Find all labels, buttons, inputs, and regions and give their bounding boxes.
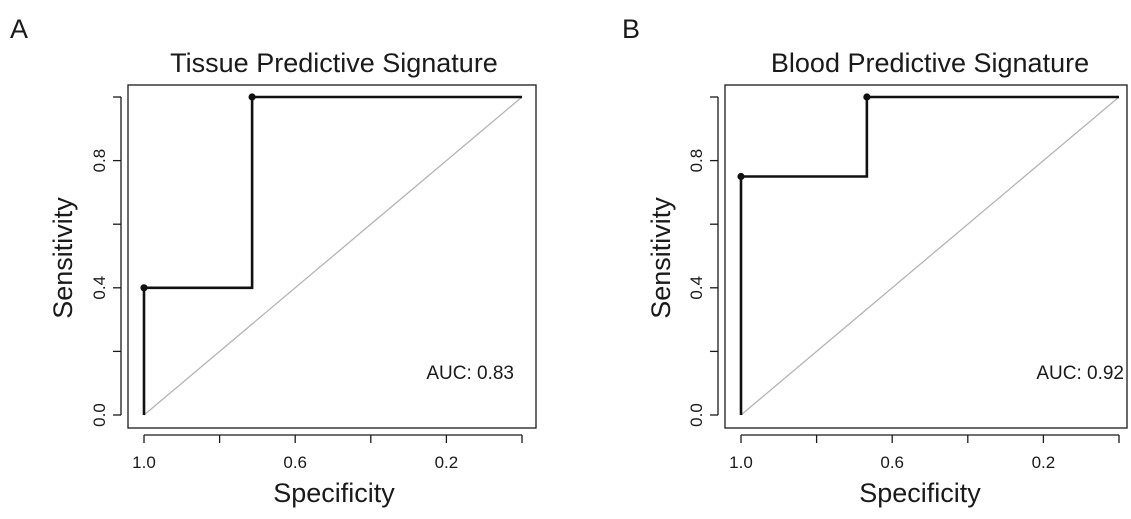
panel-b-auc-annotation: AUC: 0.92	[1036, 363, 1124, 384]
panel-a-roc-curve	[142, 95, 522, 415]
panel-a-x-tick-label: 1.0	[132, 453, 156, 472]
panel-a-y-axis-label: Sensitivity	[48, 197, 78, 319]
panel-b-reference-line	[740, 96, 1120, 416]
panel-b-y-axis-label: Sensitivity	[646, 197, 676, 319]
panel-b-title: Blood Predictive Signature	[771, 48, 1089, 78]
panel-a-x-tick-label: 0.2	[435, 453, 459, 472]
panel-b-x-tick-label: 1.0	[729, 453, 753, 472]
panel-a-label: A	[10, 14, 28, 44]
panel-b-roc-curve	[739, 95, 1119, 415]
panel-b-x-tick-label: 0.6	[880, 453, 904, 472]
panel-b-roc-point	[737, 172, 745, 181]
panel-a-x-tick-label: 0.6	[283, 453, 307, 472]
panel-a-title: Tissue Predictive Signature	[170, 48, 498, 78]
panel-a-x-axis-label: Specificity	[273, 478, 395, 508]
panel-b: B Blood Predictive Signature Specificity…	[622, 14, 1128, 508]
panel-b-y-tick-label: 0.8	[687, 149, 706, 173]
panel-a: A Tissue Predictive Signature Specificit…	[10, 14, 537, 508]
panel-b-y-tick-label: 0.4	[687, 276, 706, 300]
panel-a-auc-annotation: AUC: 0.83	[426, 363, 514, 384]
panel-a-reference-line	[143, 96, 523, 416]
panel-b-plot-frame	[724, 84, 1128, 429]
panel-a-plot-frame	[127, 84, 537, 429]
panel-b-x-tick-label: 0.2	[1032, 453, 1056, 472]
panel-b-y-tick-label: 0.0	[687, 403, 706, 427]
panel-b-roc-point	[863, 93, 871, 101]
panel-b-label: B	[622, 14, 640, 44]
panel-a-roc-point	[248, 93, 256, 101]
panel-a-y-tick-label: 0.8	[90, 149, 109, 173]
panel-b-x-axis-label: Specificity	[859, 478, 981, 508]
panel-a-y-tick-label: 0.4	[90, 276, 109, 300]
panel-a-roc-point	[140, 284, 148, 292]
panel-a-y-tick-label: 0.0	[90, 403, 109, 427]
